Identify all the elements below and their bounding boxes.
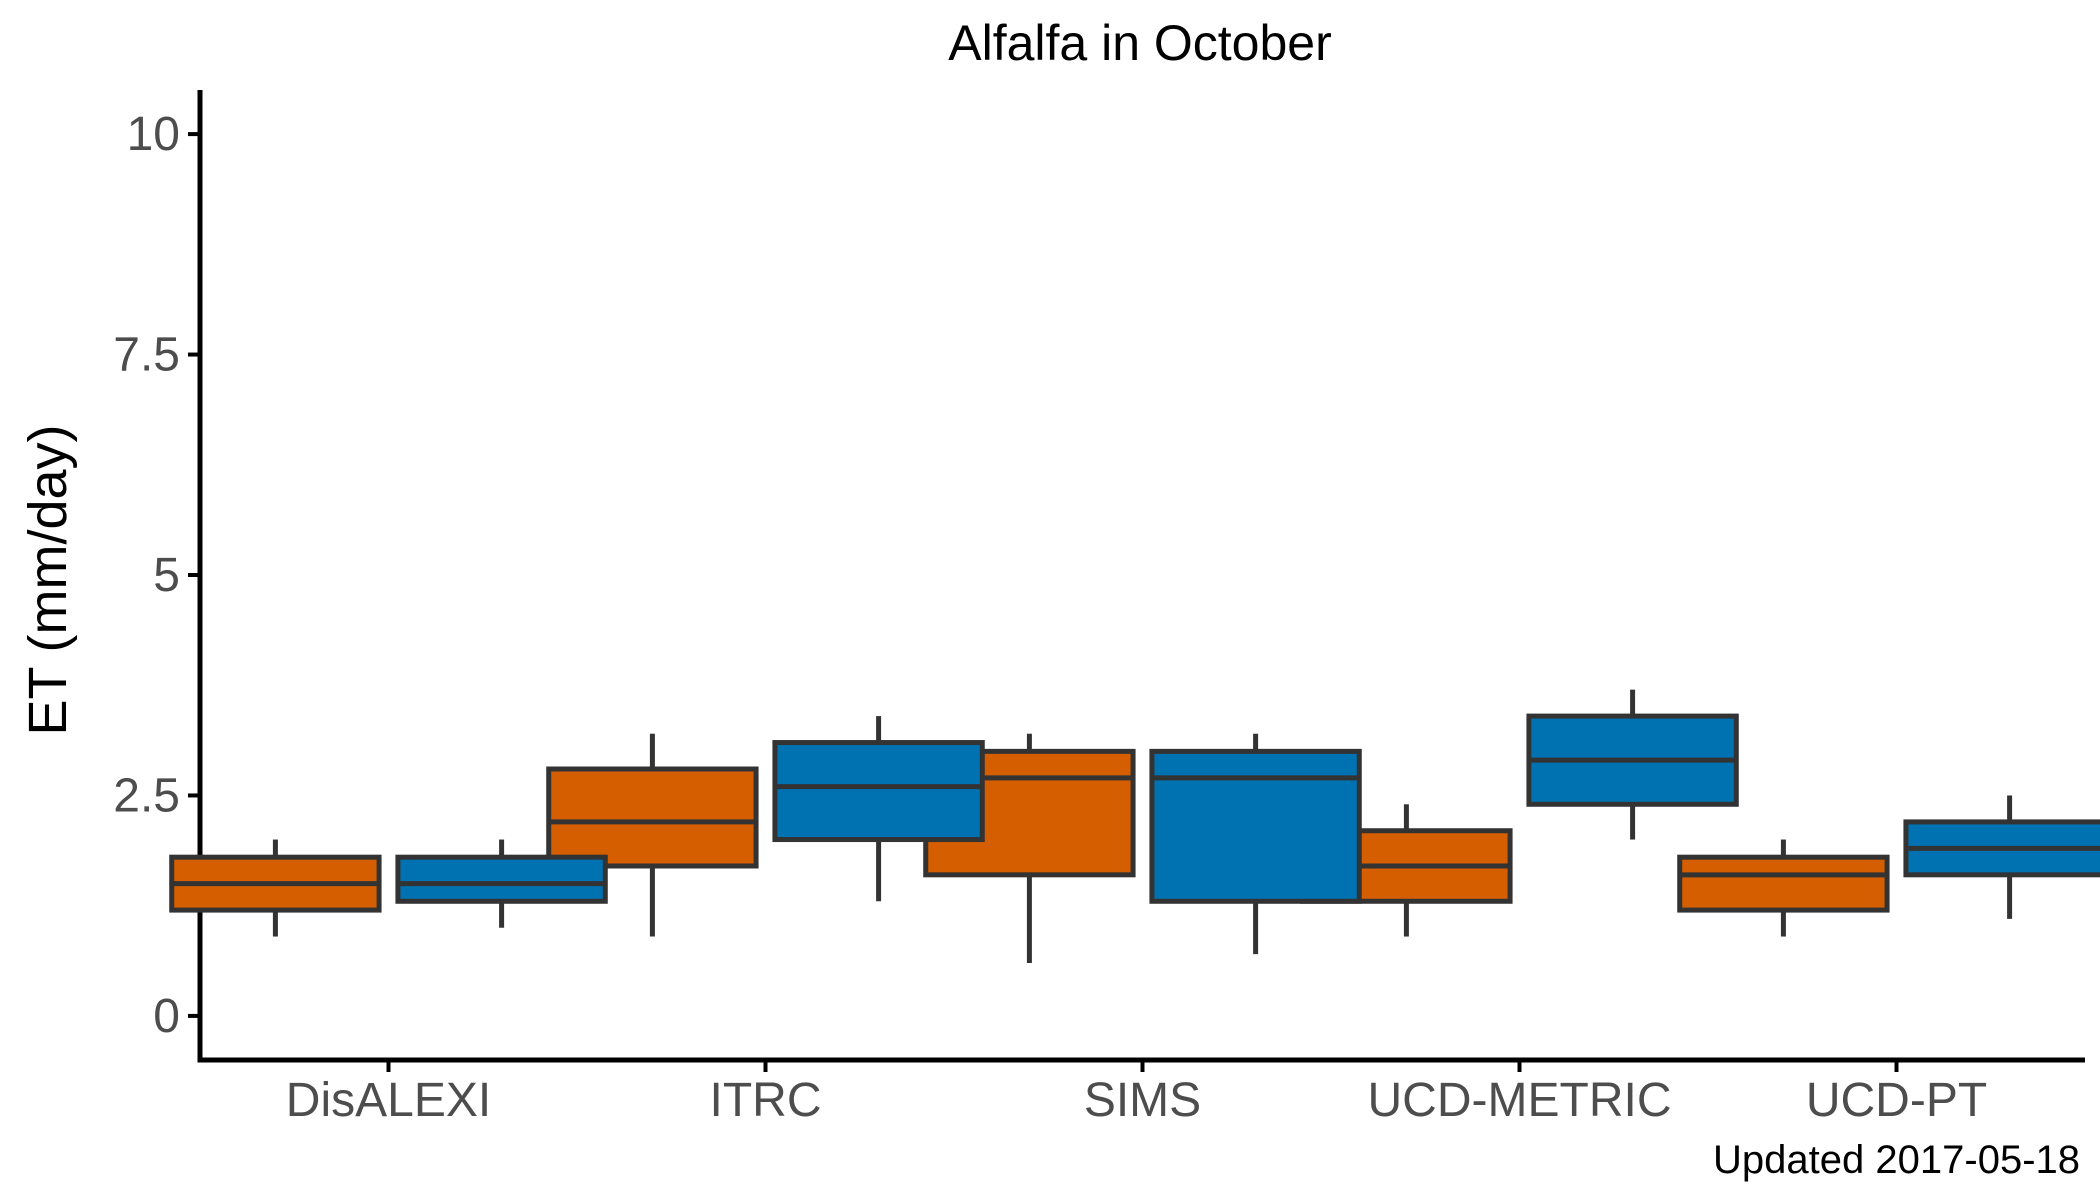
update-caption: Updated 2017-05-18 [1713,1138,2080,1182]
chart-title: Alfalfa in October [948,15,1332,71]
x-tick-label: UCD-METRIC [1368,1074,1672,1127]
y-axis-label: ET (mm/day) [18,424,78,735]
y-tick-label: 0 [153,990,180,1043]
box-body [395,854,608,904]
x-tick-label: UCD-PT [1806,1074,1987,1127]
x-tick-label: DisALEXI [286,1074,491,1127]
y-tick-label: 5 [153,549,180,602]
y-tick-label: 2.5 [113,769,180,822]
box-body [546,766,759,869]
y-tick-label: 7.5 [113,329,180,382]
box-body [1149,748,1362,904]
box-body [772,740,985,843]
x-tick-label: SIMS [1084,1074,1201,1127]
box-body [1677,854,1890,913]
x-tick-label: ITRC [710,1074,822,1127]
y-tick-label: 10 [127,108,180,161]
plot-area: 0 2.5 5 7.5 10 DisALEXI ITRC SIMS UCD-METRIC UCD-… [113,90,2100,1127]
